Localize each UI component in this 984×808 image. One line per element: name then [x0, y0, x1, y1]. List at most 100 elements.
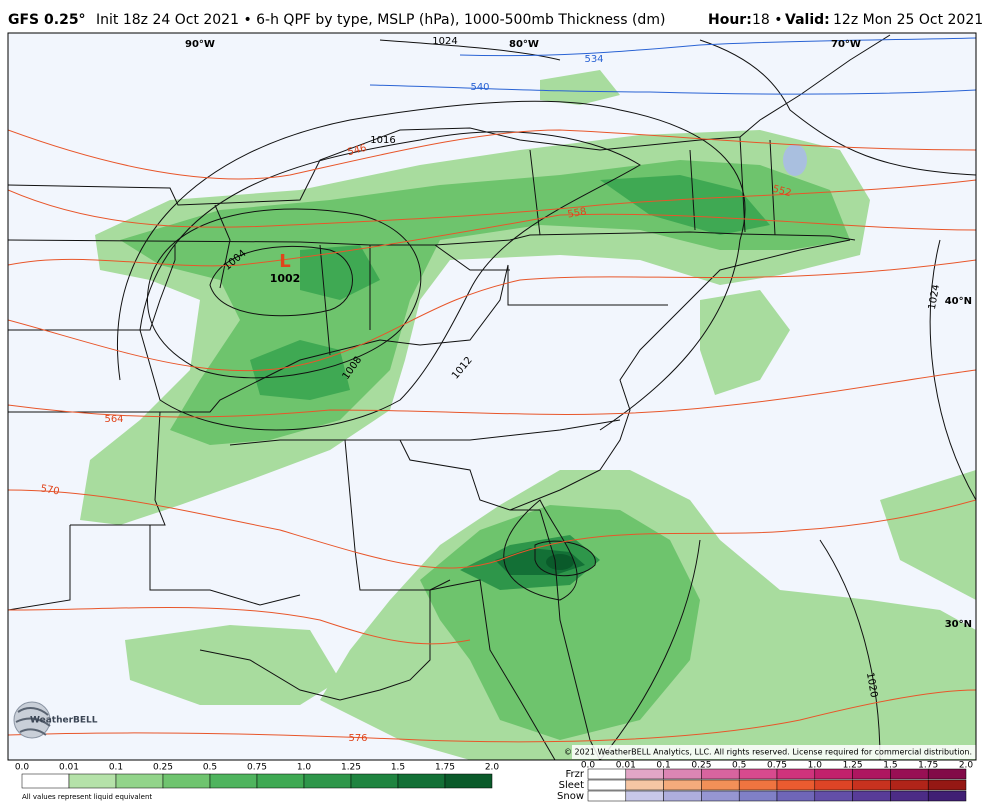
model-name: GFS 0.25° [8, 12, 86, 28]
legend-swatch [625, 790, 664, 802]
legend-tick: 1.0 [808, 761, 823, 771]
legend-tick: 0.75 [247, 763, 267, 773]
legend-tick: 0.1 [656, 761, 670, 771]
legend-swatch [927, 779, 967, 791]
legend-swatch [776, 779, 816, 791]
legend-swatch [776, 790, 816, 802]
thickness-lines [8, 37, 976, 743]
legend-tick: 0.0 [581, 761, 596, 771]
legend-swatch [350, 773, 399, 789]
thickness-label: 570 [40, 483, 61, 497]
legend-tick: 0.25 [691, 761, 711, 771]
map-description: Init 18z 24 Oct 2021 • 6-h QPF by type, … [96, 12, 665, 28]
type-name: Frzr [566, 769, 585, 780]
legend-swatch [68, 773, 117, 789]
legend-swatch [663, 779, 702, 791]
hour: 18 • [752, 12, 783, 28]
legend-tick: 1.75 [918, 761, 938, 771]
legend-tick: 2.0 [485, 763, 500, 773]
legend-swatch [701, 790, 740, 802]
thickness-label: 546 [346, 143, 367, 159]
legend-tick: 0.75 [767, 761, 787, 771]
legend-swatch [852, 790, 891, 802]
legend-tick: 0.5 [203, 763, 217, 773]
legend-swatch [209, 773, 258, 789]
copyright-bg [572, 745, 976, 759]
latitude-label: 30°N [945, 619, 972, 630]
legend-swatch [776, 768, 816, 780]
hour-label: Hour: [708, 12, 752, 28]
legend-swatch [701, 768, 740, 780]
legend-tick: 1.0 [297, 763, 312, 773]
logo-text: WeatherBELL [30, 716, 98, 726]
logo: WeatherBELL [13, 701, 98, 739]
type-name: Snow [557, 791, 584, 802]
legend-swatch [587, 768, 627, 780]
thickness-label: 534 [584, 54, 603, 65]
thickness-label: 540 [470, 82, 489, 93]
legend-tick: 1.25 [341, 763, 361, 773]
legend-swatch [890, 790, 929, 802]
legend-swatch [814, 790, 853, 802]
legend-swatch [625, 768, 664, 780]
legend-tick: 1.25 [843, 761, 863, 771]
legend-swatch [256, 773, 305, 789]
map: 90°W 80°W 70°W 40°N 30°N 1024 1016 1004 … [7, 32, 977, 761]
copyright: © 2021 WeatherBELL Analytics, LLC. All r… [564, 748, 972, 757]
latitude-label: 40°N [945, 296, 972, 307]
thickness-label: 564 [104, 414, 123, 425]
legend-swatch [890, 768, 929, 780]
legend-swatch [738, 768, 778, 780]
legend-swatch [701, 779, 740, 791]
type-name: Sleet [559, 780, 584, 791]
legend-swatch [625, 779, 664, 791]
isobars [116, 39, 976, 760]
valid-label: Valid: [785, 12, 830, 28]
legend-tick: 1.5 [883, 761, 897, 771]
legend-swatch [852, 768, 891, 780]
type-legend: 0.0 0.01 0.1 0.25 0.5 0.75 1.0 1.25 1.5 1.75 2.0 Fr… [557, 761, 973, 803]
legend-note: All values represent liquid equivalent [22, 793, 152, 801]
legend-swatch [890, 779, 929, 791]
legend-swatch [303, 773, 352, 789]
qpf-legend: All values represent liquid equivalent 0… [15, 763, 500, 802]
longitude-label: 90°W [185, 39, 215, 50]
legend-swatch [587, 779, 627, 791]
legend-swatch [738, 790, 778, 802]
isobar-label: 1020 [864, 672, 879, 699]
legend-tick: 1.5 [391, 763, 405, 773]
precipitation [80, 70, 976, 760]
valid-time: 12z Mon 25 Oct 2021 [833, 12, 983, 28]
legend-swatch [814, 768, 853, 780]
legend-tick: 0.25 [153, 763, 173, 773]
legend-swatch [927, 768, 967, 780]
legend-tick: 0.5 [732, 761, 746, 771]
isobar-label: 1024 [927, 284, 942, 311]
map-frame [7, 32, 977, 761]
legend-swatch [663, 768, 702, 780]
legend-swatch [814, 779, 853, 791]
longitude-label: 70°W [831, 39, 861, 50]
legend-swatch [587, 790, 627, 802]
longitude-label: 80°W [509, 39, 539, 50]
legend-tick: 0.0 [15, 763, 30, 773]
thickness-label: 558 [567, 206, 588, 220]
isobar-label: 1016 [370, 135, 395, 146]
low-symbol: L [279, 251, 290, 272]
legend-swatch [162, 773, 211, 789]
legend-swatch [444, 773, 493, 789]
legend-tick: 0.1 [109, 763, 123, 773]
low-pressure: 1002 [270, 272, 301, 285]
legend-tick: 0.01 [59, 763, 79, 773]
legend-swatch [21, 773, 70, 789]
legend-swatch [115, 773, 164, 789]
legend-tick: 0.01 [616, 761, 636, 771]
thickness-label: 552 [771, 184, 792, 200]
legend-swatch [852, 779, 891, 791]
legend-swatch [397, 773, 446, 789]
legend-tick: 1.75 [435, 763, 455, 773]
legend-tick: 2.0 [959, 761, 974, 771]
legend-swatch [663, 790, 702, 802]
legend-swatch [927, 790, 967, 802]
